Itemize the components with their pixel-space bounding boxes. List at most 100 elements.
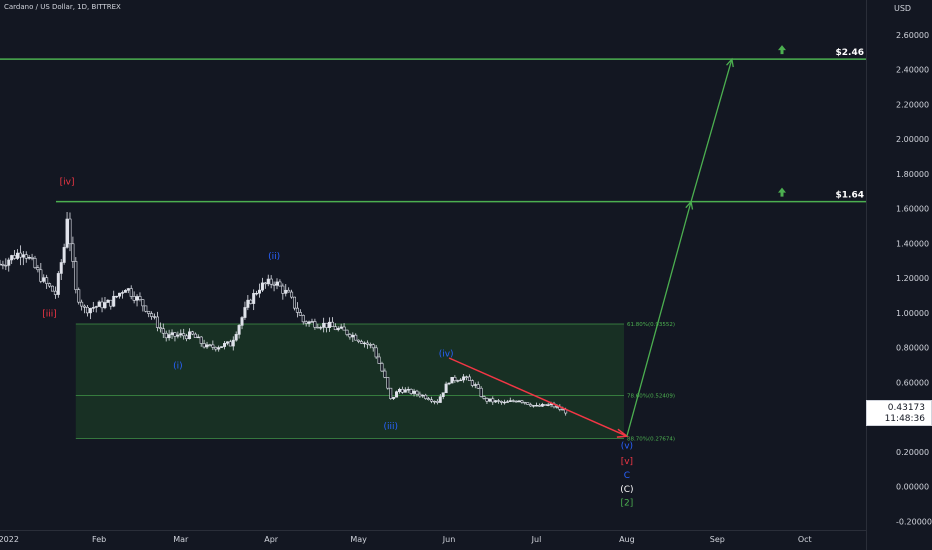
candle-body [368, 344, 372, 346]
candle-body [269, 278, 273, 285]
candle-body [260, 282, 264, 291]
candle-body [284, 289, 288, 294]
candle-body [290, 291, 294, 298]
candle-body [153, 316, 157, 318]
candle-body [438, 396, 442, 403]
candle-body [118, 292, 122, 297]
candle-body [462, 376, 466, 381]
candle-body [132, 296, 136, 301]
candle-body [258, 289, 262, 294]
candle-body [255, 292, 259, 295]
candle-body [520, 400, 524, 403]
candle-body [33, 258, 37, 268]
candle-body [48, 283, 52, 287]
y-tick-label: 2.40000 [896, 66, 929, 75]
x-tick-label: Sep [710, 535, 725, 544]
wave-label: [iii] [42, 309, 57, 319]
candle-body [456, 380, 460, 382]
candle-body [377, 356, 381, 364]
wave-label: [2] [621, 499, 634, 509]
wave-label: (iv) [439, 349, 454, 359]
candle-body [39, 269, 43, 282]
candle-body [339, 326, 343, 329]
candle-body [374, 347, 378, 358]
candle-body [453, 376, 457, 381]
candle-body [333, 326, 337, 331]
candle-body [103, 302, 107, 309]
candle-body [351, 334, 355, 338]
candle-body [467, 376, 471, 381]
candle-body [371, 344, 375, 349]
candle-body [182, 333, 186, 337]
candle-body [450, 376, 454, 384]
candle-body [415, 390, 419, 395]
candle-body [94, 306, 98, 308]
candle-body [138, 296, 142, 300]
x-tick-label: Mar [173, 535, 189, 544]
candle-body [231, 339, 235, 347]
candle-body [68, 218, 72, 245]
candle-body [278, 281, 282, 287]
candle-body [508, 400, 512, 403]
candle-body [42, 277, 46, 282]
x-tick-label: Jul [531, 535, 542, 544]
candle-body [272, 283, 276, 286]
candle-body [561, 408, 565, 411]
candle-body [447, 382, 451, 385]
candle-body [109, 299, 113, 307]
candle-body [36, 267, 40, 271]
candle-body [217, 347, 221, 350]
candle-body [120, 292, 124, 294]
candle-body [249, 299, 253, 304]
candle-body [21, 254, 25, 258]
candle-body [0, 263, 2, 266]
wave-label: (ii) [268, 252, 280, 262]
x-tick-label: Oct [798, 535, 812, 544]
bar-countdown: 11:48:36 [884, 414, 925, 424]
candle-body [502, 401, 506, 404]
candle-body [546, 404, 550, 406]
candle-body [459, 379, 463, 382]
wave-label: (iii) [383, 422, 398, 432]
candle-body [430, 399, 434, 402]
x-tick-label: Jun [442, 535, 456, 544]
candle-body [50, 285, 54, 292]
candle-body [74, 261, 78, 290]
candle-body [214, 346, 218, 350]
candle-body [485, 398, 489, 402]
candle-body [100, 301, 104, 309]
wave-label: C [624, 471, 630, 481]
candle-body [199, 336, 203, 344]
candle-body [348, 334, 352, 338]
candle-body [412, 390, 416, 394]
candle-body [220, 346, 224, 348]
red-trendline-arrowhead [616, 428, 629, 438]
candle-body [409, 389, 413, 394]
candle-body [225, 341, 229, 344]
candle-body [307, 321, 311, 324]
candle-body [144, 305, 148, 312]
up-arrow-icon [778, 45, 786, 55]
candle-body [497, 400, 501, 402]
last-price-value: 0.43173 [887, 403, 925, 413]
candle-body [62, 247, 66, 263]
candle-body [421, 394, 425, 397]
candle-body [150, 313, 154, 317]
candle-body [246, 299, 250, 308]
fib-level-label: 88.70%(0.27674) [627, 436, 675, 442]
candle-body [523, 401, 527, 404]
candle-body [427, 398, 431, 401]
candle-body [176, 334, 180, 337]
candle-body [188, 331, 192, 340]
target-level-label: $2.46 [836, 48, 864, 58]
candle-body [164, 332, 168, 339]
candle-body [71, 243, 75, 262]
y-tick-label: 0.60000 [896, 378, 929, 387]
candle-body [80, 301, 84, 307]
candle-body [491, 398, 495, 403]
candle-body [135, 296, 139, 301]
candle-body [275, 281, 279, 286]
candle-body [211, 344, 215, 348]
candle-body [488, 398, 492, 402]
